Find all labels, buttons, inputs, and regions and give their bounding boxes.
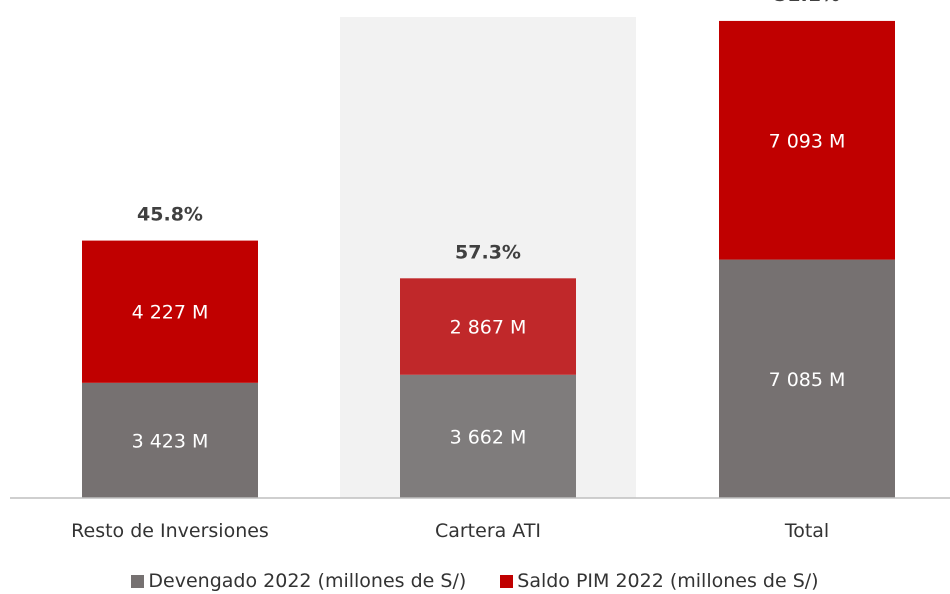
category-label-2: Total [784, 520, 829, 542]
legend-label-saldo: Saldo PIM 2022 (millones de S/) [517, 570, 819, 592]
data-label-devengado-2: 7 085 M [769, 369, 846, 391]
category-label-0: Resto de Inversiones [71, 520, 269, 542]
bar-devengado-2 [719, 259, 895, 498]
legend-swatch-devengado [131, 574, 145, 588]
bar-devengado-1 [400, 374, 576, 498]
data-label-saldo-1: 2 867 M [450, 317, 527, 339]
bar-devengado-0 [82, 382, 258, 498]
legend-item-devengado: Devengado 2022 (millones de S/) [131, 570, 466, 592]
percent-label-1: 57.3% [455, 241, 521, 263]
data-label-devengado-1: 3 662 M [450, 426, 527, 448]
data-label-devengado-0: 3 423 M [132, 430, 209, 452]
percent-label-0: 45.8% [137, 204, 203, 226]
bar-saldo-2 [719, 20, 895, 260]
data-label-saldo-0: 4 227 M [132, 302, 209, 324]
legend-label-devengado: Devengado 2022 (millones de S/) [148, 570, 467, 592]
chart-legend: Devengado 2022 (millones de S/) Saldo PI… [0, 570, 950, 592]
data-label-saldo-2: 7 093 M [769, 130, 846, 152]
category-label-1: Cartera ATI [435, 520, 541, 542]
legend-item-saldo: Saldo PIM 2022 (millones de S/) [500, 570, 819, 592]
bar-saldo-1 [400, 278, 576, 375]
percent-label-2: 51.1% [774, 0, 840, 6]
legend-swatch-saldo [500, 574, 514, 588]
bar-saldo-0 [82, 240, 258, 383]
